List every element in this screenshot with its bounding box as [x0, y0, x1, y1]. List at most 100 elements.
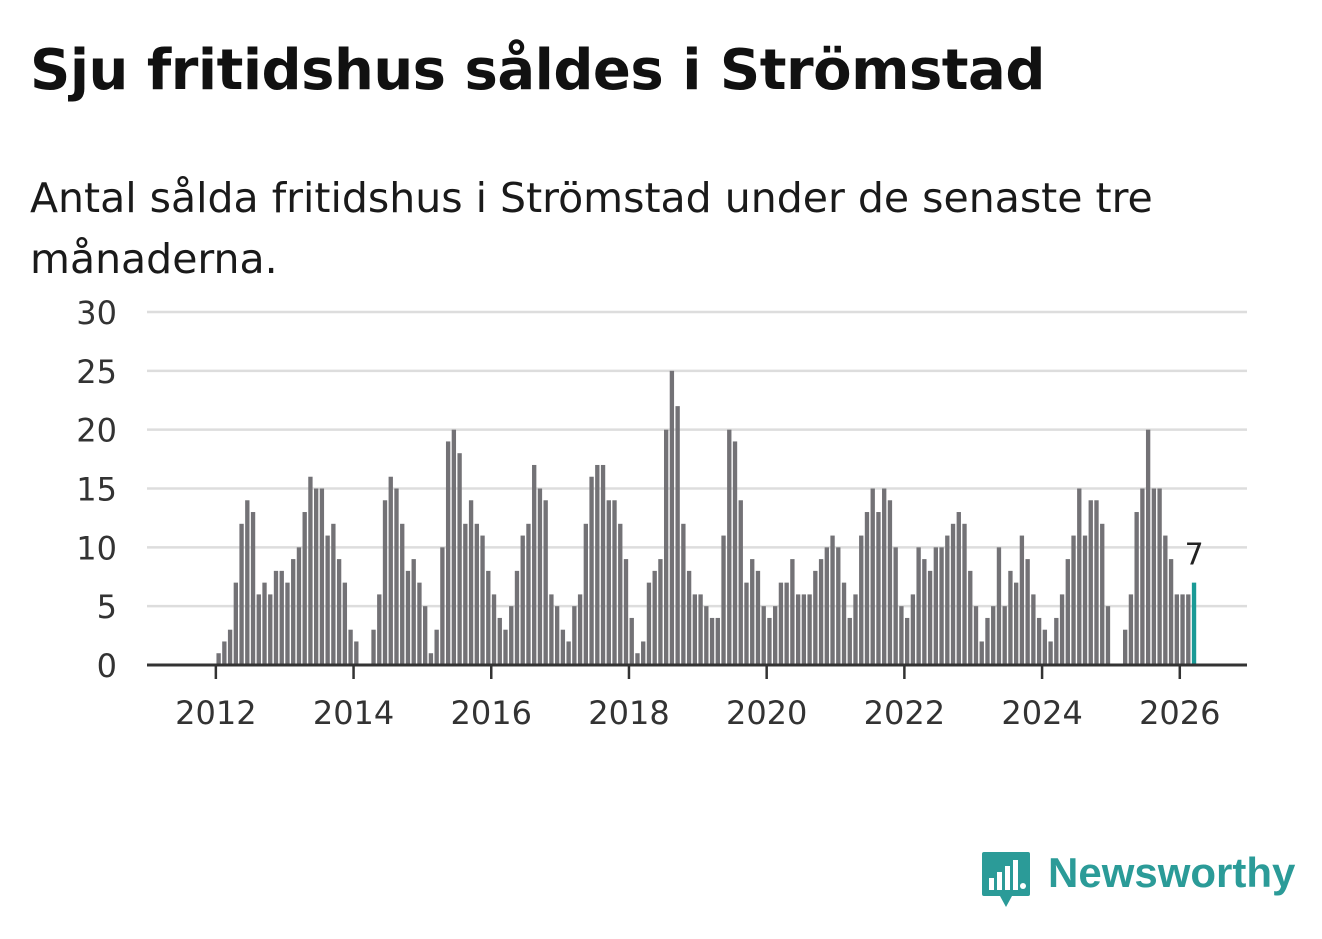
bar: [1145, 429, 1151, 665]
bar: [795, 594, 801, 665]
last-value-label: 7: [1185, 538, 1204, 573]
bar: [1008, 570, 1013, 665]
bar: [841, 582, 847, 665]
bar: [468, 500, 474, 665]
x-tick-label: 2024: [1001, 694, 1082, 732]
bar: [859, 535, 864, 665]
bar: [870, 488, 875, 665]
bar: [847, 617, 852, 665]
bar: [308, 476, 313, 665]
bar: [526, 523, 531, 665]
bar: [1077, 488, 1082, 665]
bar: [595, 464, 600, 665]
bar: [239, 523, 244, 665]
bar: [744, 582, 749, 665]
bar: [1082, 535, 1088, 665]
bar: [583, 523, 589, 665]
bar: [927, 570, 933, 665]
bar: [1105, 606, 1111, 665]
bar: [342, 582, 348, 665]
bar: [956, 512, 961, 665]
bar: [922, 559, 927, 665]
bar: [709, 617, 715, 665]
bar: [973, 606, 979, 665]
bar: [514, 570, 520, 665]
y-tick-label: 0: [97, 647, 117, 685]
bar: [405, 570, 411, 665]
bar: [543, 500, 548, 665]
bar: [675, 406, 680, 665]
bar: [968, 570, 973, 665]
x-tick-label: 2016: [451, 694, 532, 732]
bar: [646, 582, 652, 665]
y-tick-label: 20: [76, 412, 117, 450]
bar: [354, 641, 359, 665]
y-tick-label: 5: [97, 588, 117, 626]
bar: [336, 559, 342, 665]
highlighted-bar: [1191, 582, 1197, 665]
bar: [1054, 617, 1059, 665]
bar: [996, 547, 1002, 665]
chart-title: Sju fritidshus såldes i Strömstad: [30, 38, 1045, 103]
bar: [302, 512, 307, 665]
bar: [864, 512, 870, 665]
bar: [778, 582, 784, 665]
bar: [434, 629, 439, 665]
bar: [1042, 629, 1048, 665]
bar: [491, 594, 497, 665]
bar: [445, 441, 451, 665]
bar: [440, 547, 445, 665]
bar: [428, 653, 434, 665]
axes: [147, 663, 1247, 679]
bar: [663, 429, 669, 665]
bar: [256, 594, 261, 665]
bar: [451, 429, 457, 665]
bar: [325, 535, 330, 665]
chart-subtitle: Antal sålda fritidshus i Strömstad under…: [30, 174, 1153, 283]
bar: [227, 629, 233, 665]
bar: [279, 570, 284, 665]
bar: [250, 512, 256, 665]
x-tick-label: 2012: [175, 694, 256, 732]
bar: [773, 606, 778, 665]
bar: [1163, 535, 1168, 665]
bar: [658, 559, 663, 665]
bar: [1025, 559, 1030, 665]
bar: [755, 570, 761, 665]
bar: [1094, 500, 1099, 665]
bar: [503, 629, 508, 665]
bar: [836, 547, 841, 665]
bar: [560, 629, 566, 665]
bar: [388, 476, 393, 665]
bar: [899, 606, 904, 665]
bar: [348, 629, 353, 665]
bar: [991, 606, 996, 665]
bar: [262, 582, 267, 665]
bar: [554, 606, 560, 665]
bar: [652, 570, 657, 665]
bar: [612, 500, 617, 665]
bar: [520, 535, 525, 665]
newsworthy-logo-icon: [982, 852, 1030, 907]
bar: [394, 488, 399, 665]
bar: [824, 547, 829, 665]
bar: [1088, 500, 1093, 665]
bar: [606, 500, 611, 665]
bar: [273, 570, 279, 665]
bar: [1013, 582, 1019, 665]
bar: [313, 488, 319, 665]
brand-name: Newsworthy: [1048, 849, 1296, 896]
bar: [233, 582, 239, 665]
bar: [457, 453, 462, 665]
bar: [910, 594, 916, 665]
bar: [750, 559, 755, 665]
bar: [1002, 606, 1007, 665]
bar: [698, 594, 703, 665]
bar: [589, 476, 594, 665]
bar: [319, 488, 325, 665]
bar: [618, 523, 623, 665]
bar: [692, 594, 698, 665]
bar: [1019, 535, 1025, 665]
bar: [939, 547, 944, 665]
bar: [830, 535, 835, 665]
